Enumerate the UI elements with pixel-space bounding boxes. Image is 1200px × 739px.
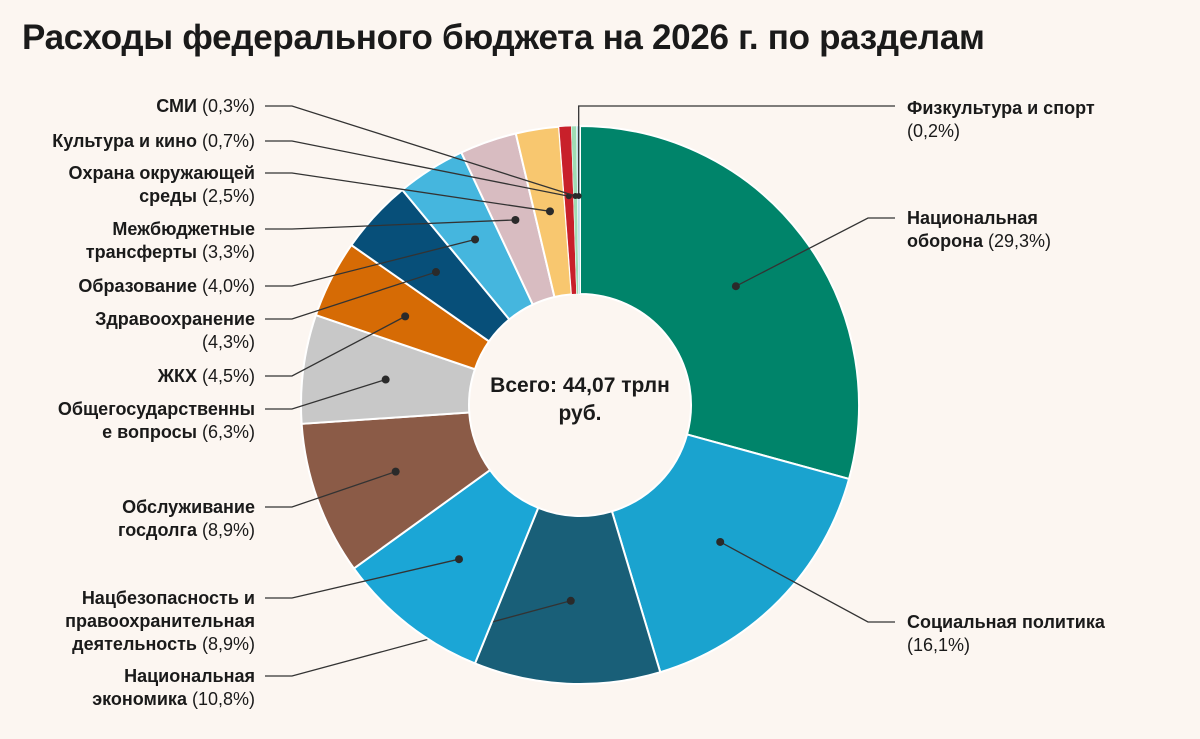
leader-dot [391,467,400,476]
slice-label-percent: (4,3%) [201,332,255,352]
leader-line [719,541,895,623]
slice-label-name: Социальная политика [907,612,1105,632]
slice-label: Национальная экономика (10,8%) [92,665,255,711]
leader-dot [401,312,410,321]
leader-line [265,271,437,320]
slice-label-name: ЖКХ [157,366,197,386]
slice-label-name: Культура и кино [52,131,197,151]
leader-line [265,378,386,410]
leader-dot [381,375,390,384]
leader-line [265,140,569,197]
chart-title: Расходы федерального бюджета на 2026 г. … [22,18,985,57]
leader-dot [566,596,575,605]
leader-line [265,238,476,287]
slice-label-percent: (4,5%) [196,366,255,386]
slice-label: Социальная политика (16,1%) [907,611,1105,657]
slice-label: Общегосударственны е вопросы (6,3%) [58,398,255,444]
leader-dot [716,537,725,546]
slice-label-percent: (3,3%) [196,242,255,262]
slice-label: ЖКХ (4,5%) [158,365,255,388]
leader-dot [731,282,740,291]
leader-dot [431,268,440,277]
leader-line [735,217,895,287]
slice-label: Здравоохранение (4,3%) [95,308,255,354]
leader-dot [575,193,582,200]
slice-label: Охрана окружающей среды (2,5%) [68,162,255,208]
slice-label-percent: (0,3%) [196,96,255,116]
slice-label-percent: (10,8%) [186,689,255,709]
slice-label-percent: (8,9%) [196,634,255,654]
slice-label-name: Охрана окружающей среды [68,163,255,206]
slice-label-percent: (0,7%) [196,131,255,151]
leader-dot [455,555,464,564]
slice-label-percent: (2,5%) [196,186,255,206]
slice [579,124,860,481]
slice-label-name: Национальная оборона [907,208,1038,251]
leader-line [265,558,460,599]
leader-line [265,172,551,212]
slice-label: СМИ (0,3%) [156,95,255,118]
slice-label-percent: (0,2%) [907,121,961,141]
slice-label-name: Здравоохранение [95,309,255,329]
slice-label: Культура и кино (0,7%) [52,130,255,153]
slice-label-percent: (16,1%) [907,635,971,655]
slice-label-percent: (4,0%) [196,276,255,296]
slice-label-name: Образование [78,276,197,296]
leader-line [265,315,406,377]
leader-line [265,105,576,197]
slice-label-name: Национальная экономика [92,666,255,709]
leader-dot [511,215,520,224]
slice [610,433,851,674]
slice-label: Образование (4,0%) [78,275,255,298]
slice-label-name: Физкультура и спорт [907,98,1095,118]
leader-line [265,219,516,230]
slice-label: Физкультура и спорт (0,2%) [907,97,1095,143]
center-total-label: Всего: 44,07 трлн руб. [490,374,670,425]
slice-label: Обслуживание госдолга (8,9%) [118,496,255,542]
slice-label-name: Общегосударственны е вопросы [57,399,255,442]
slice-label: Межбюджетные трансферты (3,3%) [86,218,255,264]
slice-label-name: Межбюджетные трансферты [85,219,255,262]
slice-label-percent: (6,3%) [196,422,255,442]
leader-dot [471,235,480,244]
slice-label-percent: (8,9%) [196,520,255,540]
slice-label: Нацбезопасность и правоохранительная дея… [65,587,255,656]
slice-label-name: Обслуживание госдолга [118,497,255,540]
leader-line [265,471,396,508]
leader-line [578,105,895,197]
slice-label-percent: (29,3%) [982,231,1052,251]
leader-dot [545,207,554,216]
slice-label: Национальная оборона (29,3%) [907,207,1051,253]
slice-label-name: СМИ [156,96,197,116]
slice-label-name: Нацбезопасность и правоохранительная дея… [65,588,255,654]
